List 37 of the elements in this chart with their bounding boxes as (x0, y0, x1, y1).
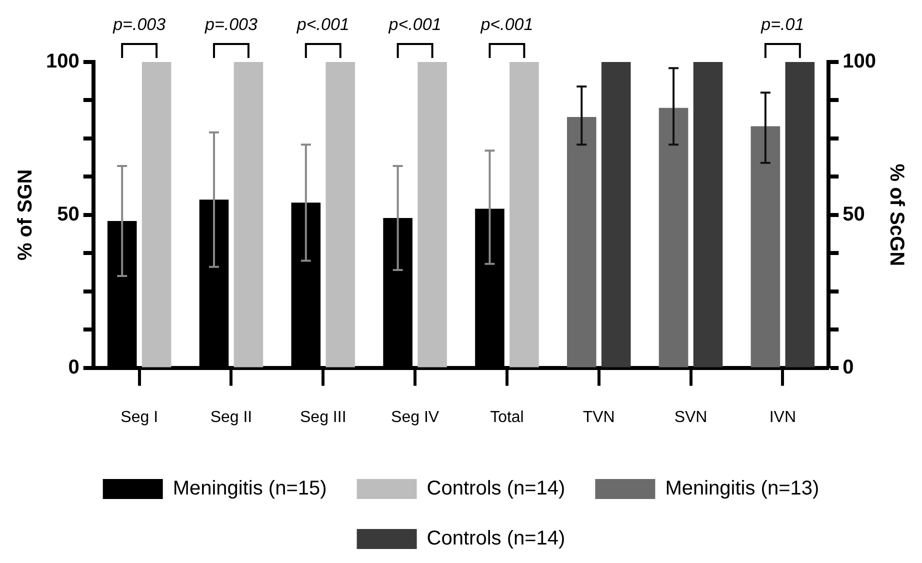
bar (326, 62, 356, 368)
x-tick-label: Seg III (300, 408, 346, 426)
annotation: p<.001 (388, 15, 442, 34)
annotation: p<.001 (480, 15, 534, 34)
x-tick-label: Seg II (210, 408, 252, 426)
x-tick-label: Seg I (120, 408, 158, 426)
x-tick-label: SVN (674, 408, 708, 426)
x-tick-label: Total (490, 408, 524, 426)
legend-label: Controls (n=14) (426, 528, 566, 550)
annotation: p=.003 (204, 15, 258, 34)
y2-tick-label: 100 (842, 50, 876, 73)
y2-tick-label: 0 (842, 356, 854, 378)
bar (566, 117, 596, 368)
y-tick-label: 50 (57, 203, 80, 226)
bar (601, 62, 631, 368)
x-tick-label: Seg IV (391, 408, 440, 426)
x-tick-label: IVN (769, 408, 796, 426)
y2-tick-label: 50 (842, 203, 865, 226)
bar (510, 62, 539, 368)
annotation: p=.01 (760, 15, 804, 34)
bar (418, 62, 447, 368)
legend-label: Meningitis (n=15) (172, 478, 327, 500)
bar (693, 62, 723, 368)
bar (234, 62, 264, 368)
y-tick-label: 0 (68, 356, 80, 378)
bar (750, 126, 780, 368)
y-axis-title: % of SGN (14, 169, 37, 260)
legend-label: Meningitis (n=13) (665, 478, 820, 500)
y-tick-label: 100 (46, 50, 80, 73)
legend-label: Controls (n=14) (426, 478, 566, 500)
annotation: p=.003 (112, 15, 166, 34)
bar (785, 62, 815, 368)
annotation: p<.001 (296, 15, 350, 34)
bar (658, 108, 688, 368)
bar (142, 62, 172, 368)
x-tick-label: TVN (582, 408, 615, 426)
y2-axis-title: % of ScGN (885, 164, 908, 266)
